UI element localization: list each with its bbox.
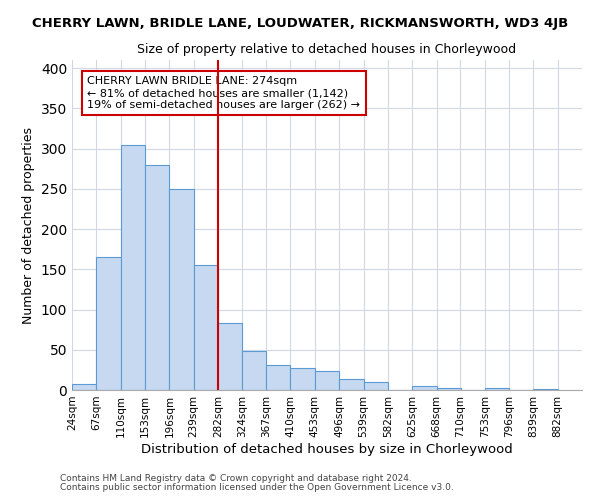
Bar — [364, 382, 388, 390]
Text: Contains public sector information licensed under the Open Government Licence v3: Contains public sector information licen… — [60, 483, 454, 492]
Bar — [121, 144, 145, 390]
Bar — [169, 189, 194, 390]
Bar — [437, 388, 461, 390]
Bar — [145, 164, 169, 390]
Text: Contains HM Land Registry data © Crown copyright and database right 2024.: Contains HM Land Registry data © Crown c… — [60, 474, 412, 483]
Bar — [485, 388, 509, 390]
Title: Size of property relative to detached houses in Chorleywood: Size of property relative to detached ho… — [137, 43, 517, 56]
Bar — [266, 365, 290, 390]
Bar — [315, 370, 339, 390]
Bar — [72, 384, 97, 390]
Bar — [533, 389, 557, 390]
Text: CHERRY LAWN BRIDLE LANE: 274sqm
← 81% of detached houses are smaller (1,142)
19%: CHERRY LAWN BRIDLE LANE: 274sqm ← 81% of… — [88, 76, 360, 110]
Bar — [339, 378, 364, 390]
Bar — [218, 323, 242, 390]
X-axis label: Distribution of detached houses by size in Chorleywood: Distribution of detached houses by size … — [141, 442, 513, 456]
Text: CHERRY LAWN, BRIDLE LANE, LOUDWATER, RICKMANSWORTH, WD3 4JB: CHERRY LAWN, BRIDLE LANE, LOUDWATER, RIC… — [32, 18, 568, 30]
Y-axis label: Number of detached properties: Number of detached properties — [22, 126, 35, 324]
Bar — [242, 352, 266, 390]
Bar — [97, 257, 121, 390]
Bar — [412, 386, 437, 390]
Bar — [290, 368, 315, 390]
Bar — [194, 265, 218, 390]
